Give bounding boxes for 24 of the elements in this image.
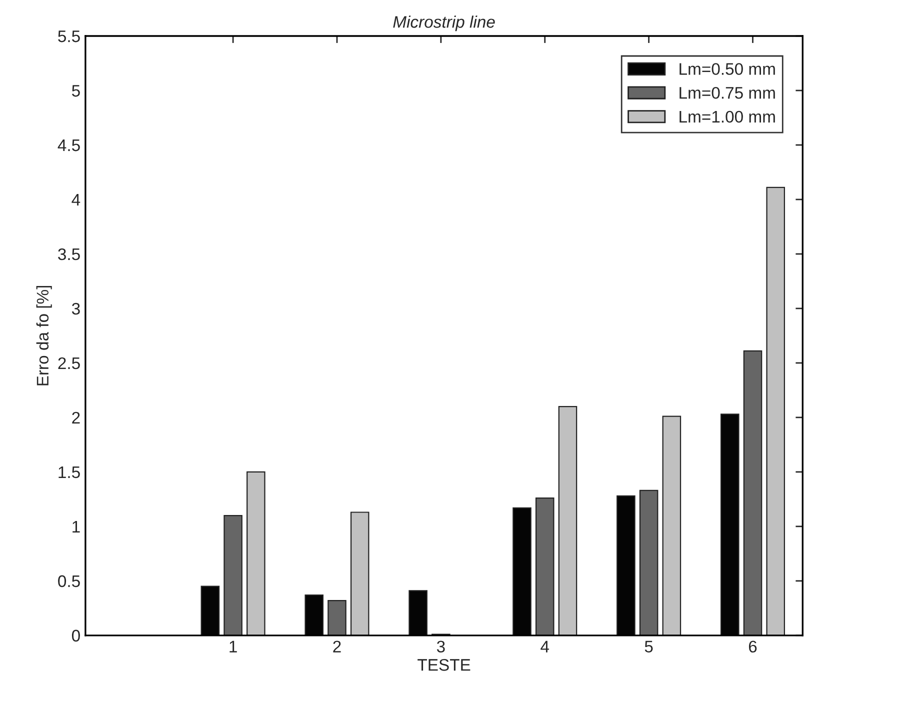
- y-tick-label: 3: [72, 302, 80, 315]
- y-axis-title: Erro da fo [%]: [36, 286, 52, 386]
- y-tick-label: 4.5: [58, 140, 80, 152]
- x-tick-label: 1: [230, 640, 237, 652]
- y-tick-label: 4: [72, 194, 80, 206]
- y-tick-label: 0.5: [58, 575, 80, 588]
- legend-label: Lm=1.00 mm: [680, 110, 775, 123]
- x-tick-label: 6: [748, 640, 757, 653]
- y-tick-label: 0: [72, 630, 80, 642]
- x-tick-label: 4: [540, 640, 550, 652]
- x-tick-label: 3: [436, 640, 445, 653]
- x-tick-label: 5: [644, 640, 653, 653]
- y-tick-label: 2: [72, 412, 80, 424]
- y-tick-label: 5: [72, 85, 80, 97]
- y-tick-label: 1.5: [58, 466, 80, 478]
- y-tick-label: 3.5: [58, 248, 80, 260]
- y-tick-label: 5.5: [58, 30, 80, 42]
- x-axis-title: TESTE: [418, 659, 470, 671]
- legend-label: Lm=0.50 mm: [680, 63, 775, 75]
- chart-title: Microstrip line: [393, 16, 495, 32]
- x-tick-label: 2: [333, 640, 341, 652]
- y-tick-label: 1: [72, 520, 80, 532]
- y-tick-label: 2.5: [58, 357, 80, 370]
- legend-label: Lm=0.75 mm: [680, 86, 775, 99]
